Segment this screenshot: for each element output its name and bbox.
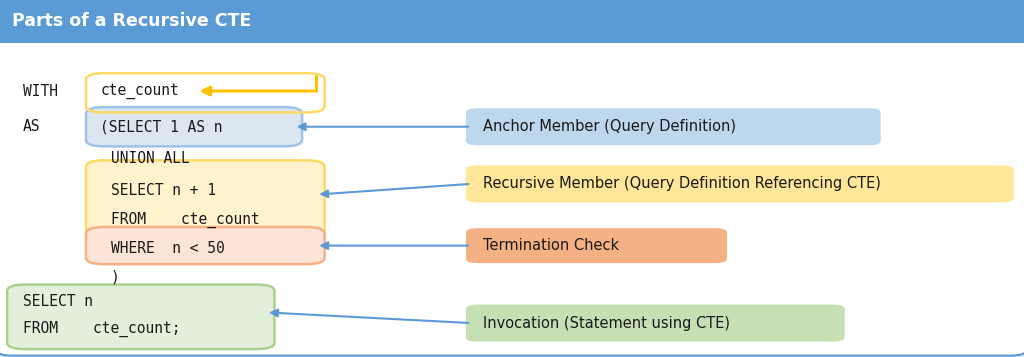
Text: FROM    cte_count: FROM cte_count	[111, 211, 259, 228]
Text: Invocation (Statement using CTE): Invocation (Statement using CTE)	[483, 316, 730, 331]
Text: Termination Check: Termination Check	[483, 238, 620, 253]
Text: WITH: WITH	[23, 84, 57, 99]
Text: AS: AS	[23, 119, 40, 134]
FancyBboxPatch shape	[466, 305, 845, 342]
Text: SELECT n + 1: SELECT n + 1	[111, 183, 216, 198]
Text: ): )	[111, 269, 120, 284]
Text: SELECT n: SELECT n	[23, 294, 92, 309]
FancyBboxPatch shape	[7, 285, 274, 349]
Text: cte_count: cte_count	[100, 83, 179, 99]
Text: UNION ALL: UNION ALL	[111, 151, 189, 166]
FancyBboxPatch shape	[86, 160, 325, 236]
Text: FROM    cte_count;: FROM cte_count;	[23, 321, 180, 337]
Text: Recursive Member (Query Definition Referencing CTE): Recursive Member (Query Definition Refer…	[483, 176, 882, 191]
FancyBboxPatch shape	[86, 107, 302, 146]
FancyBboxPatch shape	[86, 227, 325, 264]
FancyBboxPatch shape	[0, 0, 1024, 43]
FancyBboxPatch shape	[466, 108, 881, 145]
Text: WHERE  n < 50: WHERE n < 50	[111, 241, 224, 256]
FancyBboxPatch shape	[0, 40, 1024, 356]
FancyBboxPatch shape	[466, 228, 727, 263]
Text: Parts of a Recursive CTE: Parts of a Recursive CTE	[12, 12, 252, 30]
FancyBboxPatch shape	[466, 165, 1014, 202]
Text: Anchor Member (Query Definition): Anchor Member (Query Definition)	[483, 119, 736, 134]
Text: (SELECT 1 AS n: (SELECT 1 AS n	[100, 119, 223, 134]
